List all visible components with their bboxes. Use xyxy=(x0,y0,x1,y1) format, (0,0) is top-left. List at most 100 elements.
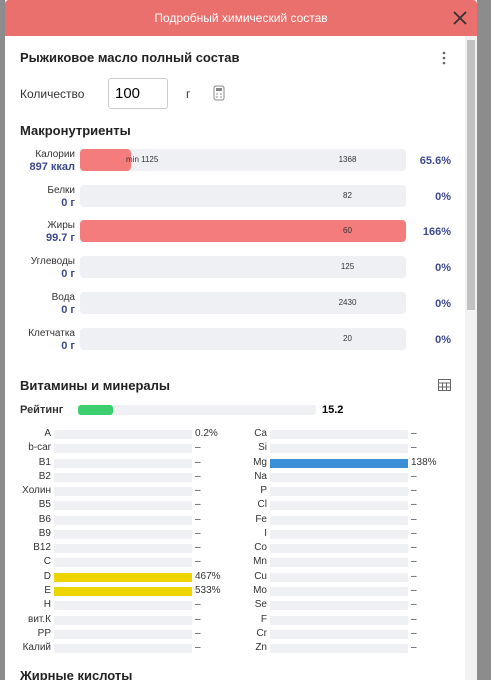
table-icon[interactable] xyxy=(438,379,451,391)
vitamin-name: Холин xyxy=(22,485,51,497)
vitamin-value: – xyxy=(195,542,201,554)
nutrient-track: 20 xyxy=(80,327,406,350)
vitamin-track xyxy=(270,444,408,454)
nutrient-amount: 0 г xyxy=(61,268,75,281)
vitamin-value: – xyxy=(195,627,201,639)
vitamin-track xyxy=(54,430,192,439)
vitamin-name: Fe xyxy=(255,513,267,525)
vitamin-name: P xyxy=(260,485,267,497)
unit-label: г xyxy=(186,87,191,101)
vitamin-track xyxy=(270,586,408,596)
norm-value: 20 xyxy=(343,333,352,343)
vitamin-fill xyxy=(54,586,192,596)
vitamin-value: – xyxy=(411,642,417,654)
vitamin-track xyxy=(270,501,408,511)
nutrient-track: 2430 xyxy=(80,291,406,314)
menu-button[interactable] xyxy=(441,50,447,66)
vitamin-value: – xyxy=(195,613,201,625)
vitamin-fill xyxy=(270,458,408,468)
vitamin-name: Zn xyxy=(255,642,267,654)
vitamin-track xyxy=(54,458,192,468)
vitamin-value: – xyxy=(411,513,417,525)
nutrient-amount: 0 г xyxy=(61,339,75,352)
vitamin-track xyxy=(54,601,192,611)
vitamin-name: Cu xyxy=(254,570,267,582)
quantity-input[interactable]: 100 xyxy=(108,78,168,109)
calculator-icon[interactable] xyxy=(213,85,225,101)
nutrient-percent: 166% xyxy=(422,226,451,239)
vitamin-name: D xyxy=(43,570,51,582)
nutrient-amount: 897 ккал xyxy=(29,161,75,173)
vitamin-name: A xyxy=(44,428,51,439)
vitamin-name: B2 xyxy=(38,470,51,482)
vitamin-name: PP xyxy=(37,627,51,639)
vitamin-name: Na xyxy=(254,470,267,482)
modal-header: Подробный химический состав xyxy=(5,0,477,36)
nutrient-track: min 1125 1368 xyxy=(80,149,406,171)
vitamin-name: Cr xyxy=(256,627,267,639)
vitamin-name: Mn xyxy=(253,556,267,568)
vitamin-value: – xyxy=(411,613,417,625)
vitamin-value: – xyxy=(195,527,201,539)
rating-label: Рейтинг xyxy=(20,404,64,416)
vitamin-track xyxy=(270,515,408,525)
nutrient-name: Углеводы xyxy=(30,256,75,268)
vitamin-track xyxy=(54,644,192,654)
vitamin-track xyxy=(270,458,408,468)
vitamin-value: – xyxy=(411,570,417,582)
vitamin-track xyxy=(270,572,408,582)
nutrient-name: Вода xyxy=(51,291,75,303)
vitamin-name: Si xyxy=(258,442,267,454)
nutrient-amount: 0 г xyxy=(61,303,75,316)
vitamin-track xyxy=(270,529,408,539)
rating-fill xyxy=(78,405,113,415)
nutrient-fill xyxy=(80,220,406,243)
vitamin-track xyxy=(54,558,192,568)
vitamin-value: 467% xyxy=(195,570,221,582)
vitamin-track xyxy=(270,472,408,482)
section-title: Жирные кислоты xyxy=(20,668,133,680)
vitamin-track xyxy=(54,472,192,482)
vitamin-track xyxy=(270,615,408,625)
modal-title: Подробный химический состав xyxy=(154,11,328,25)
nutrient-name: Белки xyxy=(47,184,75,196)
vitamin-track xyxy=(54,487,192,497)
vitamin-name: B6 xyxy=(38,513,51,525)
scroll-thumb[interactable] xyxy=(467,40,475,310)
vitamin-name: b-car xyxy=(28,442,51,454)
nutrient-track: 60 xyxy=(80,220,406,243)
nutrient-name: Жиры xyxy=(47,220,75,232)
product-title: Рыжиковое масло полный состав xyxy=(20,50,240,65)
vitamin-value: – xyxy=(411,627,417,639)
vitamin-value: – xyxy=(411,499,417,511)
close-button[interactable] xyxy=(452,10,468,26)
scrollbar[interactable] xyxy=(465,36,477,680)
vitamin-track xyxy=(54,501,192,511)
vitamin-value: – xyxy=(411,584,417,596)
nutrient-percent: 0% xyxy=(435,262,451,275)
quantity-label: Количество xyxy=(20,87,85,101)
vitamin-track xyxy=(270,544,408,554)
vitamin-value: – xyxy=(411,428,417,439)
vitamin-track xyxy=(270,629,408,639)
vitamin-name: Калий xyxy=(22,642,51,654)
vitamin-fill xyxy=(54,572,192,582)
vitamin-value: 0.2% xyxy=(195,428,218,439)
vitamin-value: – xyxy=(411,599,417,611)
nutrient-percent: 65.6% xyxy=(419,155,451,167)
nutrient-fill xyxy=(80,149,131,171)
vitamin-value: – xyxy=(411,470,417,482)
vitamin-value: – xyxy=(411,527,417,539)
modal: Подробный химический состав Рыжиковое ма… xyxy=(5,0,477,680)
section-title: Витамины и минералы xyxy=(20,378,170,393)
vitamin-value: – xyxy=(411,556,417,568)
vitamin-value: – xyxy=(195,470,201,482)
section-title: Макронутриенты xyxy=(20,123,131,138)
vitamin-name: Ca xyxy=(254,428,267,439)
vitamin-track xyxy=(54,515,192,525)
norm-value: 60 xyxy=(343,226,352,236)
vitamin-track xyxy=(54,544,192,554)
nutrient-name: Калории xyxy=(35,149,75,160)
nutrient-amount: 0 г xyxy=(61,196,75,209)
